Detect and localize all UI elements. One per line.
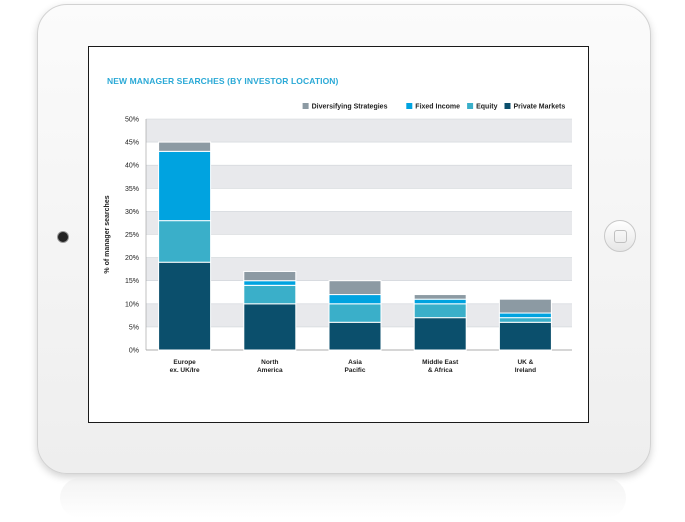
y-tick-label: 45% xyxy=(125,140,139,147)
legend-label: Diversifying Strategies xyxy=(312,104,388,111)
y-tick-label: 35% xyxy=(125,186,139,193)
grid-band xyxy=(146,119,572,143)
x-category-label: ex. UK/Ire xyxy=(170,367,200,374)
bar-segment xyxy=(328,294,382,305)
y-tick-label: 0% xyxy=(129,348,139,355)
legend-label: Fixed Income xyxy=(415,104,460,111)
y-tick-label: 30% xyxy=(125,209,139,216)
y-tick-label: 25% xyxy=(125,232,139,239)
x-category-label: Europe xyxy=(173,359,196,366)
bar-segment xyxy=(243,284,297,305)
x-category-label: UK & xyxy=(517,359,533,366)
bar-segment xyxy=(243,303,297,351)
bar-segment xyxy=(328,321,382,351)
home-button[interactable] xyxy=(604,220,636,252)
bar-segment xyxy=(413,294,467,300)
legend-swatch xyxy=(406,103,413,109)
legend-label: Equity xyxy=(476,104,497,111)
bar-segment xyxy=(413,317,467,351)
bar-segment xyxy=(498,312,552,319)
home-square-icon xyxy=(614,230,627,243)
x-category-label: Pacific xyxy=(345,367,366,374)
x-category-label: Ireland xyxy=(515,367,536,374)
bar-segment xyxy=(158,141,212,152)
tablet-screen: NEW MANAGER SEARCHES (BY INVESTOR LOCATI… xyxy=(88,46,589,423)
bar-segment xyxy=(158,220,212,263)
bar-segment xyxy=(413,298,467,305)
bar-segment xyxy=(498,321,552,351)
bar-segment xyxy=(243,270,297,282)
grid-band xyxy=(146,165,572,189)
bar-segment xyxy=(158,261,212,351)
bar-segment xyxy=(243,280,297,286)
camera-icon xyxy=(58,232,68,242)
bar-segment xyxy=(328,280,382,296)
x-category-label: Asia xyxy=(348,359,362,366)
legend-swatch xyxy=(504,103,511,109)
y-tick-label: 15% xyxy=(125,278,139,285)
legend-swatch xyxy=(302,103,309,109)
bar-segment xyxy=(498,298,552,314)
stacked-bar-chart: 0% 5% 10% 15% 20% 25% 30% 35% 40% 45% 50% % of mana… xyxy=(104,103,572,374)
bar-segment xyxy=(158,150,212,222)
x-category-label: & Africa xyxy=(428,367,453,374)
tablet-reflection xyxy=(60,478,626,518)
grid-band xyxy=(146,211,572,235)
x-category-label: America xyxy=(257,367,283,374)
y-tick-label: 50% xyxy=(125,117,139,124)
x-category-label: Middle East xyxy=(422,359,459,366)
legend-label: Private Markets xyxy=(514,104,566,111)
bar-segment xyxy=(498,317,552,323)
y-tick-label: 10% xyxy=(125,301,139,308)
y-tick-label: 20% xyxy=(125,255,139,262)
x-category-label: North xyxy=(261,359,278,366)
legend-swatch xyxy=(467,103,474,109)
bar-segment xyxy=(413,303,467,319)
y-tick-label: 5% xyxy=(129,324,139,331)
bar-segment xyxy=(328,303,382,323)
y-axis-label: % of manager searches xyxy=(104,195,111,273)
y-tick-label: 40% xyxy=(125,163,139,170)
chart-title: NEW MANAGER SEARCHES (BY INVESTOR LOCATI… xyxy=(107,76,339,86)
